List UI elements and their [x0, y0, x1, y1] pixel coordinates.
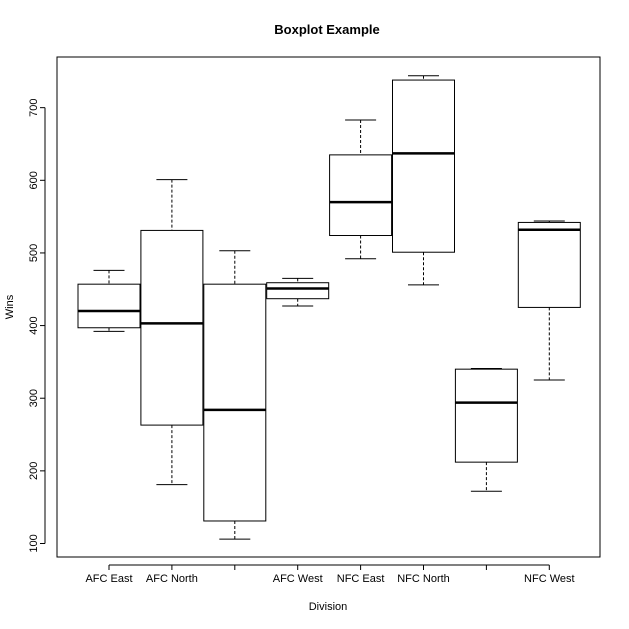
box-group	[140, 179, 204, 486]
y-tick-label: 400	[28, 316, 40, 334]
y-tick-label: 600	[28, 171, 40, 189]
box	[517, 221, 581, 308]
box	[203, 283, 267, 522]
box	[266, 282, 330, 300]
y-tick-label: 200	[28, 462, 40, 480]
box	[454, 368, 518, 463]
box-group	[266, 277, 330, 307]
box-group	[454, 367, 518, 492]
y-axis: 100 200 300 400 500 600 700	[28, 98, 46, 553]
boxes	[77, 75, 581, 540]
x-tick-label: NFC East	[337, 573, 385, 585]
x-tick-label: AFC East	[85, 573, 132, 585]
box	[329, 154, 393, 237]
x-axis-label: Division	[309, 601, 348, 613]
box	[77, 283, 141, 329]
y-tick-label: 500	[28, 244, 40, 262]
y-tick-label: 700	[28, 98, 40, 116]
box	[140, 229, 204, 426]
box-group	[329, 119, 393, 260]
box-group	[517, 220, 581, 381]
y-tick-label: 300	[28, 389, 40, 407]
plot-frame	[56, 56, 601, 558]
x-tick-label: AFC North	[146, 573, 198, 585]
y-axis-label: Wins	[4, 294, 16, 319]
x-axis: AFC East AFC North AFC West NFC East NFC Nor…	[85, 564, 575, 585]
chart-title: Boxplot Example	[274, 22, 379, 37]
y-tick-label: 100	[28, 534, 40, 552]
box-group	[392, 75, 455, 286]
box-group	[203, 250, 267, 540]
x-tick-label: NFC North	[397, 573, 450, 585]
x-tick-label: NFC West	[524, 573, 575, 585]
box	[392, 79, 455, 253]
box-group	[77, 269, 141, 332]
x-tick-label: AFC West	[273, 573, 323, 585]
